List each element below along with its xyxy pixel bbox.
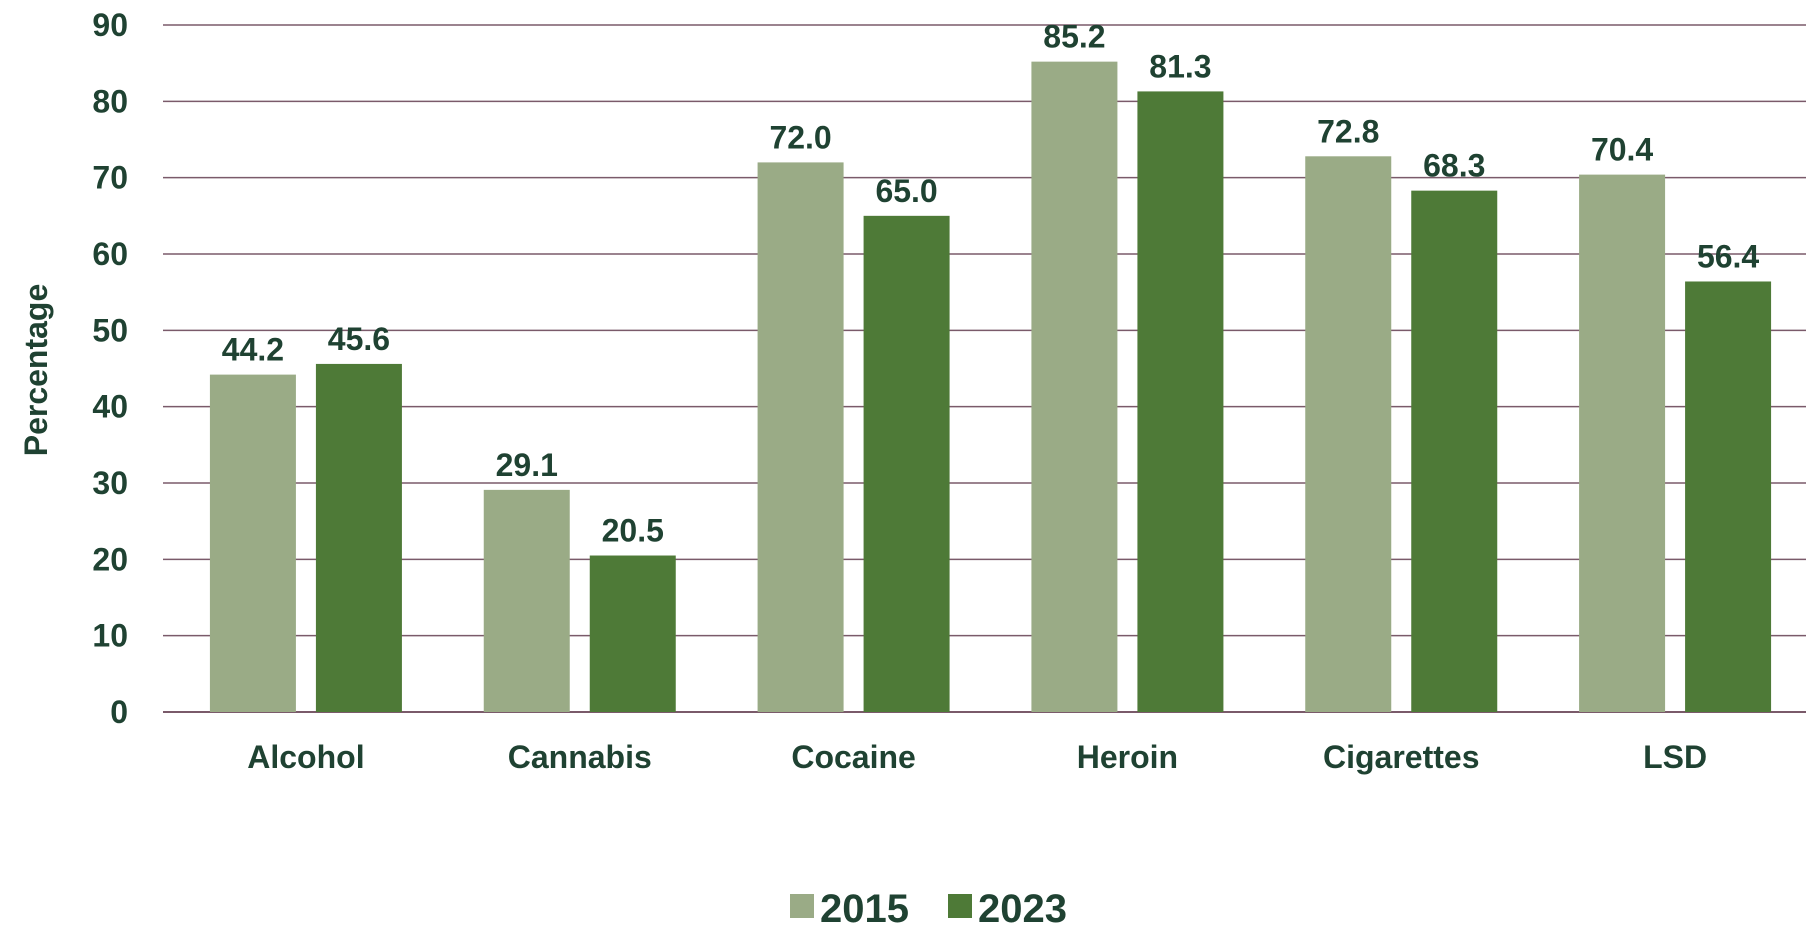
y-tick-label: 90 <box>92 7 128 43</box>
gridlines <box>163 24 1806 713</box>
legend-swatch-2015 <box>790 894 814 918</box>
data-label: 65.0 <box>875 173 937 209</box>
y-tick-label: 50 <box>92 312 128 348</box>
data-label: 56.4 <box>1697 238 1759 274</box>
y-tick-label: 0 <box>110 694 128 730</box>
x-tick-label: Heroin <box>1077 739 1178 775</box>
bar-2023-lsd <box>1685 281 1772 712</box>
data-label: 20.5 <box>602 513 664 549</box>
data-label: 44.2 <box>222 332 284 368</box>
legend-label: 2023 <box>978 887 1067 931</box>
legend-label: 2015 <box>820 887 909 931</box>
y-tick-label: 60 <box>92 236 128 272</box>
data-label: 70.4 <box>1591 132 1653 168</box>
x-axis-ticks: Alcohol Cannabis Cocaine Heroin Cigarettes LS… <box>247 739 1707 775</box>
y-tick-label: 80 <box>92 83 128 119</box>
bar-2015-cannabis <box>483 489 570 712</box>
y-tick-label: 40 <box>92 389 128 425</box>
data-label: 68.3 <box>1423 148 1485 184</box>
x-tick-label: Cannabis <box>508 739 652 775</box>
bar-2015-alcohol <box>209 374 296 712</box>
legend: 2015 2023 <box>790 887 1067 931</box>
y-tick-label: 70 <box>92 160 128 196</box>
bars <box>209 61 1772 713</box>
y-tick-label: 10 <box>92 618 128 654</box>
data-label: 85.2 <box>1043 19 1105 55</box>
bar-2015-lsd <box>1579 174 1666 712</box>
bar-2023-cigarettes <box>1411 190 1498 713</box>
x-tick-label: Cocaine <box>791 739 915 775</box>
data-label: 72.8 <box>1317 113 1379 149</box>
bar-2023-cannabis <box>589 555 676 712</box>
data-label: 45.6 <box>328 321 390 357</box>
y-axis-label: Percentage <box>18 284 54 457</box>
bar-2023-cocaine <box>863 215 950 713</box>
data-label: 81.3 <box>1149 48 1211 84</box>
bar-2015-cigarettes <box>1305 156 1392 712</box>
bar-2023-alcohol <box>315 363 402 712</box>
bar-2015-cocaine <box>757 162 844 712</box>
x-tick-label: Alcohol <box>247 739 364 775</box>
data-label: 72.0 <box>769 119 831 155</box>
y-tick-label: 30 <box>92 465 128 501</box>
bar-2023-heroin <box>1137 91 1224 712</box>
legend-swatch-2023 <box>948 894 972 918</box>
y-axis-ticks: 0 10 20 30 40 50 60 70 80 90 <box>92 7 128 730</box>
x-tick-label: Cigarettes <box>1323 739 1480 775</box>
bar-2015-heroin <box>1031 61 1118 712</box>
x-tick-label: LSD <box>1643 739 1707 775</box>
y-tick-label: 20 <box>92 541 128 577</box>
data-label: 29.1 <box>496 447 558 483</box>
data-labels: 44.2 45.6 29.1 20.5 72.0 65.0 85.2 81.3 72.8 68.3… <box>222 19 1760 549</box>
